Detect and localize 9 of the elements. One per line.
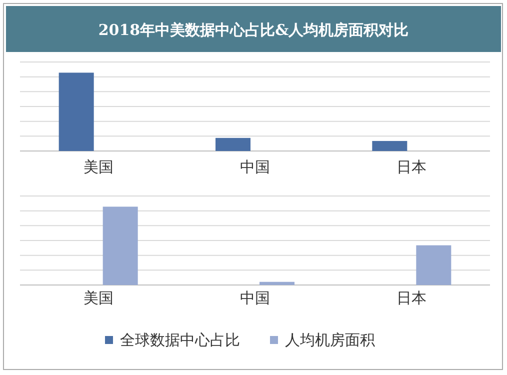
x-tick-label: 美国	[83, 158, 114, 176]
x-tick-label: 中国	[240, 158, 270, 176]
legend-label: 人均机房面积	[285, 331, 375, 349]
legend-label: 全球数据中心占比	[120, 331, 240, 349]
chart-title: 2018年中美数据中心占比&人均机房面积对比	[98, 21, 409, 39]
x-tick-label: 中国	[240, 289, 270, 307]
x-tick-label: 日本	[396, 289, 427, 307]
x-tick-label: 美国	[83, 289, 114, 307]
x-tick-label: 日本	[396, 158, 427, 176]
